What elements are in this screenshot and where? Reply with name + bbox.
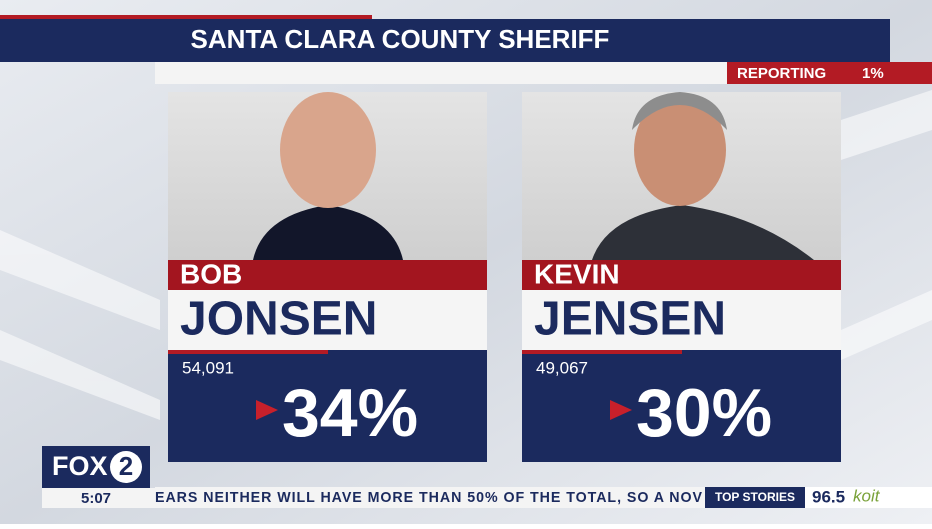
vote-count: 54,091: [182, 358, 234, 377]
clock: 5:07: [81, 490, 111, 507]
result-box: [168, 350, 487, 462]
last-name: JENSEN: [534, 293, 726, 346]
station-frequency: 96.5: [812, 487, 845, 506]
first-name: KEVIN: [534, 258, 620, 289]
last-name-band: [522, 290, 841, 350]
first-name: BOB: [180, 258, 242, 289]
photo-face: [634, 94, 726, 206]
sponsor-box: [805, 487, 932, 508]
reporting-box: [727, 62, 932, 84]
candidate-card: KEVIN JENSEN 49,067 30%: [522, 92, 841, 462]
header-accent: [0, 15, 372, 19]
photo-uniform: [253, 205, 403, 260]
time-box: [42, 488, 155, 508]
background-streaks: [0, 90, 932, 420]
station-name: koit: [853, 486, 881, 505]
logo-circle: [110, 451, 142, 483]
vote-percent: 30%: [636, 375, 772, 451]
photo-hair: [632, 92, 727, 130]
header-bar: [0, 19, 890, 62]
first-name-band: [522, 260, 841, 290]
vote-percent: 34%: [282, 375, 418, 451]
ticker-text: EARS NEITHER WILL HAVE MORE THAN 50% OF …: [155, 489, 703, 506]
result-accent: [522, 350, 682, 354]
vote-count: 49,067: [536, 358, 588, 377]
result-accent: [168, 350, 328, 354]
candidate-card: BOB JONSEN 54,091 34%: [168, 92, 487, 462]
first-name-band: [168, 260, 487, 290]
result-box: [522, 350, 841, 462]
reporting-value: 1%: [862, 65, 884, 82]
last-name-band: [168, 290, 487, 350]
header-title: SANTA CLARA COUNTY SHERIFF: [191, 24, 610, 54]
ticker-bar: [155, 487, 705, 508]
result-arrow: [610, 400, 632, 420]
reporting-label: REPORTING: [737, 65, 826, 82]
result-arrow: [256, 400, 278, 420]
logo-text: FOX: [52, 451, 108, 481]
logo-number: 2: [119, 451, 133, 481]
photo-suit: [592, 205, 814, 260]
section-label: TOP STORIES: [715, 490, 795, 504]
section-box: [705, 487, 805, 508]
photo-face: [280, 92, 376, 208]
last-name: JONSEN: [180, 293, 377, 346]
